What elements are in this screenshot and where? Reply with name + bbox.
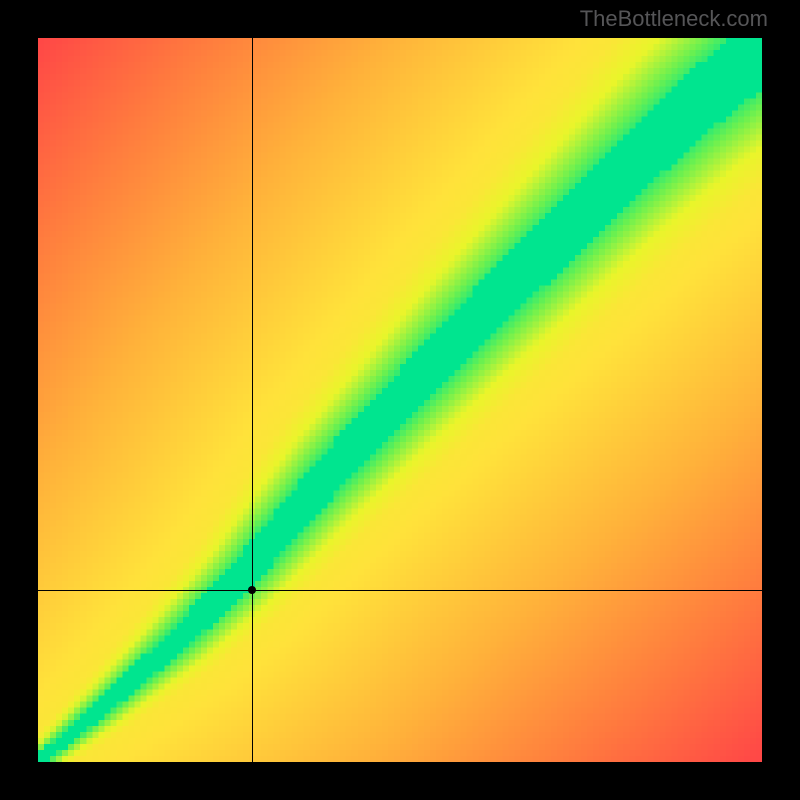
marker-dot xyxy=(248,586,256,594)
plot-area xyxy=(38,38,762,762)
crosshair-vertical xyxy=(252,38,253,762)
chart-container: TheBottleneck.com xyxy=(0,0,800,800)
watermark-text: TheBottleneck.com xyxy=(580,6,768,32)
crosshair-horizontal xyxy=(38,590,762,591)
heatmap-canvas xyxy=(38,38,762,762)
